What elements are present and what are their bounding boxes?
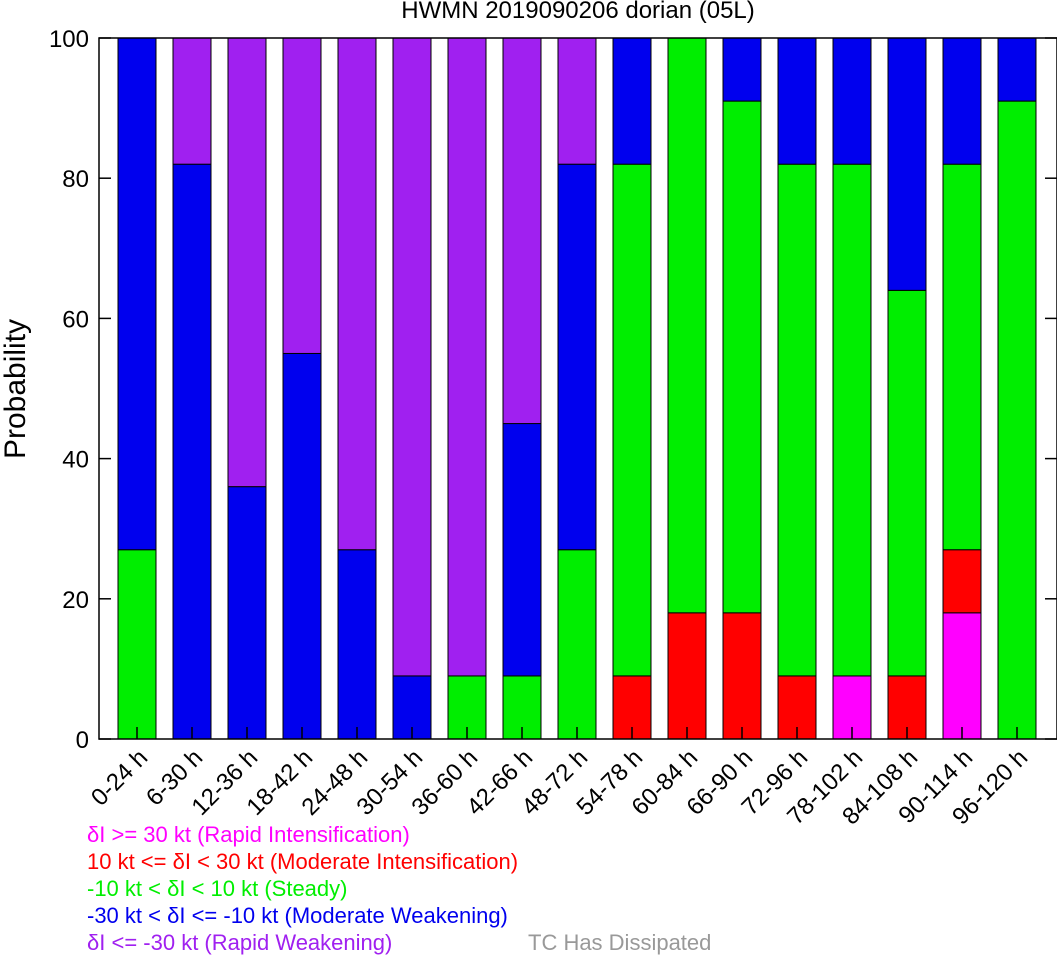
bar-rapid_weakening-6 — [447, 37, 487, 677]
y-tick-label-40: 40 — [62, 447, 89, 474]
y-axis-ticks: 0 20 40 60 80 100 — [49, 26, 1057, 754]
bar-steady-8 — [557, 549, 597, 740]
legend-entry-4: δI <= -30 kt (Rapid Weakening) — [87, 930, 393, 955]
bar-rapid_weakening-2 — [227, 37, 267, 488]
bar-moderate_weakening-7 — [502, 423, 542, 677]
x-axis-ticks: 0-24 h6-30 h12-36 h18-42 h24-48 h30-54 h… — [86, 727, 1033, 830]
bar-steady-13 — [832, 163, 872, 677]
bar-steady-12 — [777, 163, 817, 677]
bar-moderate_weakening-1 — [172, 163, 212, 740]
bar-steady-0 — [117, 549, 157, 740]
legend-tc-dissipated: TC Has Dissipated — [528, 930, 712, 955]
bar-rapid_weakening-1 — [172, 37, 212, 165]
x-tick-label-0: 0-24 h — [86, 744, 153, 811]
bar-moderate_intensification-11 — [722, 612, 762, 740]
bar-moderate_weakening-2 — [227, 486, 267, 740]
plot-frame — [98, 37, 1057, 740]
legend-entry-2: -10 kt < δI < 10 kt (Steady) — [87, 876, 348, 901]
bar-steady-14 — [887, 289, 927, 677]
bar-moderate_weakening-8 — [557, 163, 597, 551]
bar-moderate_weakening-0 — [117, 37, 157, 551]
bar-rapid_weakening-8 — [557, 37, 597, 165]
bar-steady-11 — [722, 100, 762, 614]
y-tick-label-0: 0 — [76, 727, 89, 754]
bar-rapid_weakening-4 — [337, 37, 377, 551]
bar-moderate_weakening-4 — [337, 549, 377, 740]
bar-moderate_weakening-14 — [887, 37, 927, 291]
bars-group — [117, 37, 1037, 740]
bar-rapid_weakening-3 — [282, 37, 322, 354]
chart-title: HWMN 2019090206 dorian (05L) — [401, 0, 755, 24]
bar-steady-15 — [942, 163, 982, 551]
bar-steady-10 — [667, 37, 707, 614]
bar-moderate_weakening-15 — [942, 37, 982, 165]
bar-steady-16 — [997, 100, 1037, 740]
legend-entry-0: δI >= 30 kt (Rapid Intensification) — [87, 822, 410, 847]
legend-entry-3: -30 kt < δI <= -10 kt (Moderate Weakenin… — [87, 903, 508, 928]
y-axis-label: Probability — [0, 319, 32, 459]
y-tick-label-100: 100 — [49, 26, 89, 53]
bar-moderate_weakening-12 — [777, 37, 817, 165]
y-tick-label-60: 60 — [62, 306, 89, 333]
bar-moderate_weakening-13 — [832, 37, 872, 165]
y-tick-label-20: 20 — [62, 587, 89, 614]
bar-moderate_weakening-11 — [722, 37, 762, 102]
bar-steady-9 — [612, 163, 652, 677]
bar-moderate_weakening-3 — [282, 352, 322, 740]
bar-moderate_weakening-9 — [612, 37, 652, 165]
bar-moderate_intensification-15 — [942, 549, 982, 614]
bar-moderate_intensification-10 — [667, 612, 707, 740]
bar-rapid_weakening-7 — [502, 37, 542, 425]
y-tick-label-80: 80 — [62, 166, 89, 193]
bar-rapid_intensification-15 — [942, 612, 982, 740]
bar-rapid_weakening-5 — [392, 37, 432, 677]
bar-moderate_weakening-16 — [997, 37, 1037, 102]
legend-entry-1: 10 kt <= δI < 30 kt (Moderate Intensific… — [87, 849, 519, 874]
